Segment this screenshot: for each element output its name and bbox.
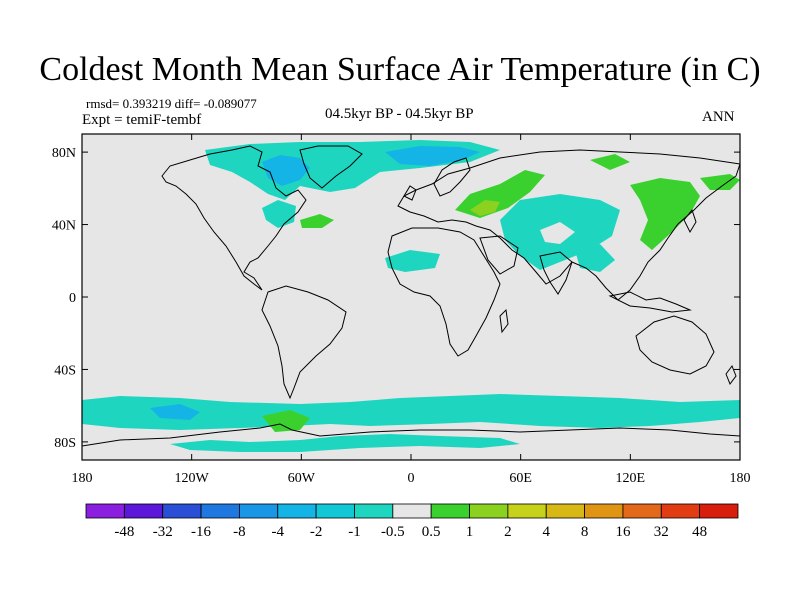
colorbar-swatch [200, 503, 240, 519]
coast-antarctica [82, 423, 740, 447]
colorbar-label: -16 [191, 524, 211, 540]
southern-ocean-core [150, 404, 200, 420]
colorbar-label: 4 [542, 524, 550, 540]
coast-arabia [479, 235, 519, 275]
colorbar-label: -8 [233, 524, 246, 540]
colorbar-swatch [545, 503, 585, 519]
colorbar-swatch [162, 503, 202, 519]
colorbar-label: -2 [310, 524, 323, 540]
coast-newzealand [725, 364, 737, 386]
colorbar-swatch [392, 503, 432, 519]
colorbar-label: 1 [466, 524, 474, 540]
map-area [82, 134, 740, 460]
siberia-warm-patch [700, 174, 740, 190]
period-text: 04.5kyr BP - 04.5kyr BP [325, 106, 474, 122]
coast-scandinavia [433, 157, 471, 197]
southern-ocean-belt [82, 394, 740, 430]
coast-india [539, 251, 573, 295]
colorbar-label: -32 [153, 524, 173, 540]
coast-madagascar [499, 308, 509, 334]
antarctic-warm-patch [262, 410, 310, 432]
coast-australia [635, 315, 715, 375]
colorbar-label: 8 [581, 524, 589, 540]
coast-eurasia [397, 149, 740, 301]
x-tick-label: 180 [730, 471, 751, 486]
colorbar-label: -4 [272, 524, 285, 540]
experiment-text: Expt = temiF-tembf [82, 112, 202, 128]
coast-japan [683, 208, 697, 234]
coast-indonesia [608, 291, 692, 313]
colorbar-swatch [123, 503, 164, 519]
x-tick-label: 0 [408, 471, 415, 486]
y-tick-label: 80S [54, 436, 76, 451]
y-tick-label: 40S [54, 363, 76, 378]
coastlines [82, 145, 740, 447]
colorbar-label: 32 [654, 524, 669, 540]
colorbar-label: 48 [692, 524, 707, 540]
colorbar-label: -0.5 [381, 524, 405, 540]
atlantic-warm-patch [300, 214, 334, 228]
colorbar: -48 -32 -16 -8 -4 -2 -1 -0.5 0.5 1 2 4 8 16 32 48 [85, 503, 739, 540]
season-text: ANN [702, 109, 735, 125]
greenland-anomaly [262, 155, 310, 186]
colorbar-swatch [85, 503, 125, 519]
x-tick-label: 120E [616, 471, 646, 486]
x-tick-label: 180 [72, 471, 93, 486]
colorbar-swatch [660, 503, 701, 519]
colorbar-label: 0.5 [422, 524, 441, 540]
coast-namerica [161, 145, 307, 291]
y-tick-label: 40N [52, 219, 76, 234]
axis-layer: 80N 40N 0 40S 80S 180 120W 60W 0 60E 120E 180 [52, 134, 751, 486]
stats-text: rmsd= 0.393219 diff= -0.089077 [86, 96, 257, 111]
colorbar-swatch [354, 503, 394, 519]
africa-anomaly [385, 250, 440, 272]
anomaly-fields [82, 140, 740, 452]
coast-greenland [299, 145, 363, 189]
coast-samerica [261, 285, 347, 400]
europe-warm-core [470, 200, 500, 216]
x-tick-label: 120W [175, 471, 210, 486]
x-tick-label: 60E [509, 471, 532, 486]
colorbar-label: -48 [114, 524, 134, 540]
y-tick-label: 80N [52, 146, 76, 161]
colorbar-swatch [584, 503, 624, 519]
colorbar-label: 2 [504, 524, 512, 540]
asia-anomaly-inner [540, 222, 575, 244]
coast-uk [403, 185, 417, 201]
arabia-anomaly [575, 244, 615, 272]
colorbar-swatch [430, 503, 470, 519]
eastasia-warm-patch [630, 178, 700, 250]
colorbar-swatch [315, 503, 355, 519]
x-tick-label: 60W [288, 471, 316, 486]
colorbar-swatch [469, 503, 509, 519]
colorbar-swatch [622, 503, 662, 519]
colorbar-swatch [239, 503, 279, 519]
russia-warm-patch [590, 154, 630, 170]
colorbar-swatch [699, 503, 739, 519]
antarctic-anomaly [170, 434, 520, 452]
map-title: Coldest Month Mean Surface Air Temperatu… [39, 51, 761, 88]
coast-africa [387, 227, 501, 357]
colorbar-label: -1 [348, 524, 361, 540]
colorbar-swatch [277, 503, 317, 519]
colorbar-label: 16 [615, 524, 631, 540]
colorbar-swatch [507, 503, 547, 519]
y-tick-label: 0 [69, 291, 76, 306]
